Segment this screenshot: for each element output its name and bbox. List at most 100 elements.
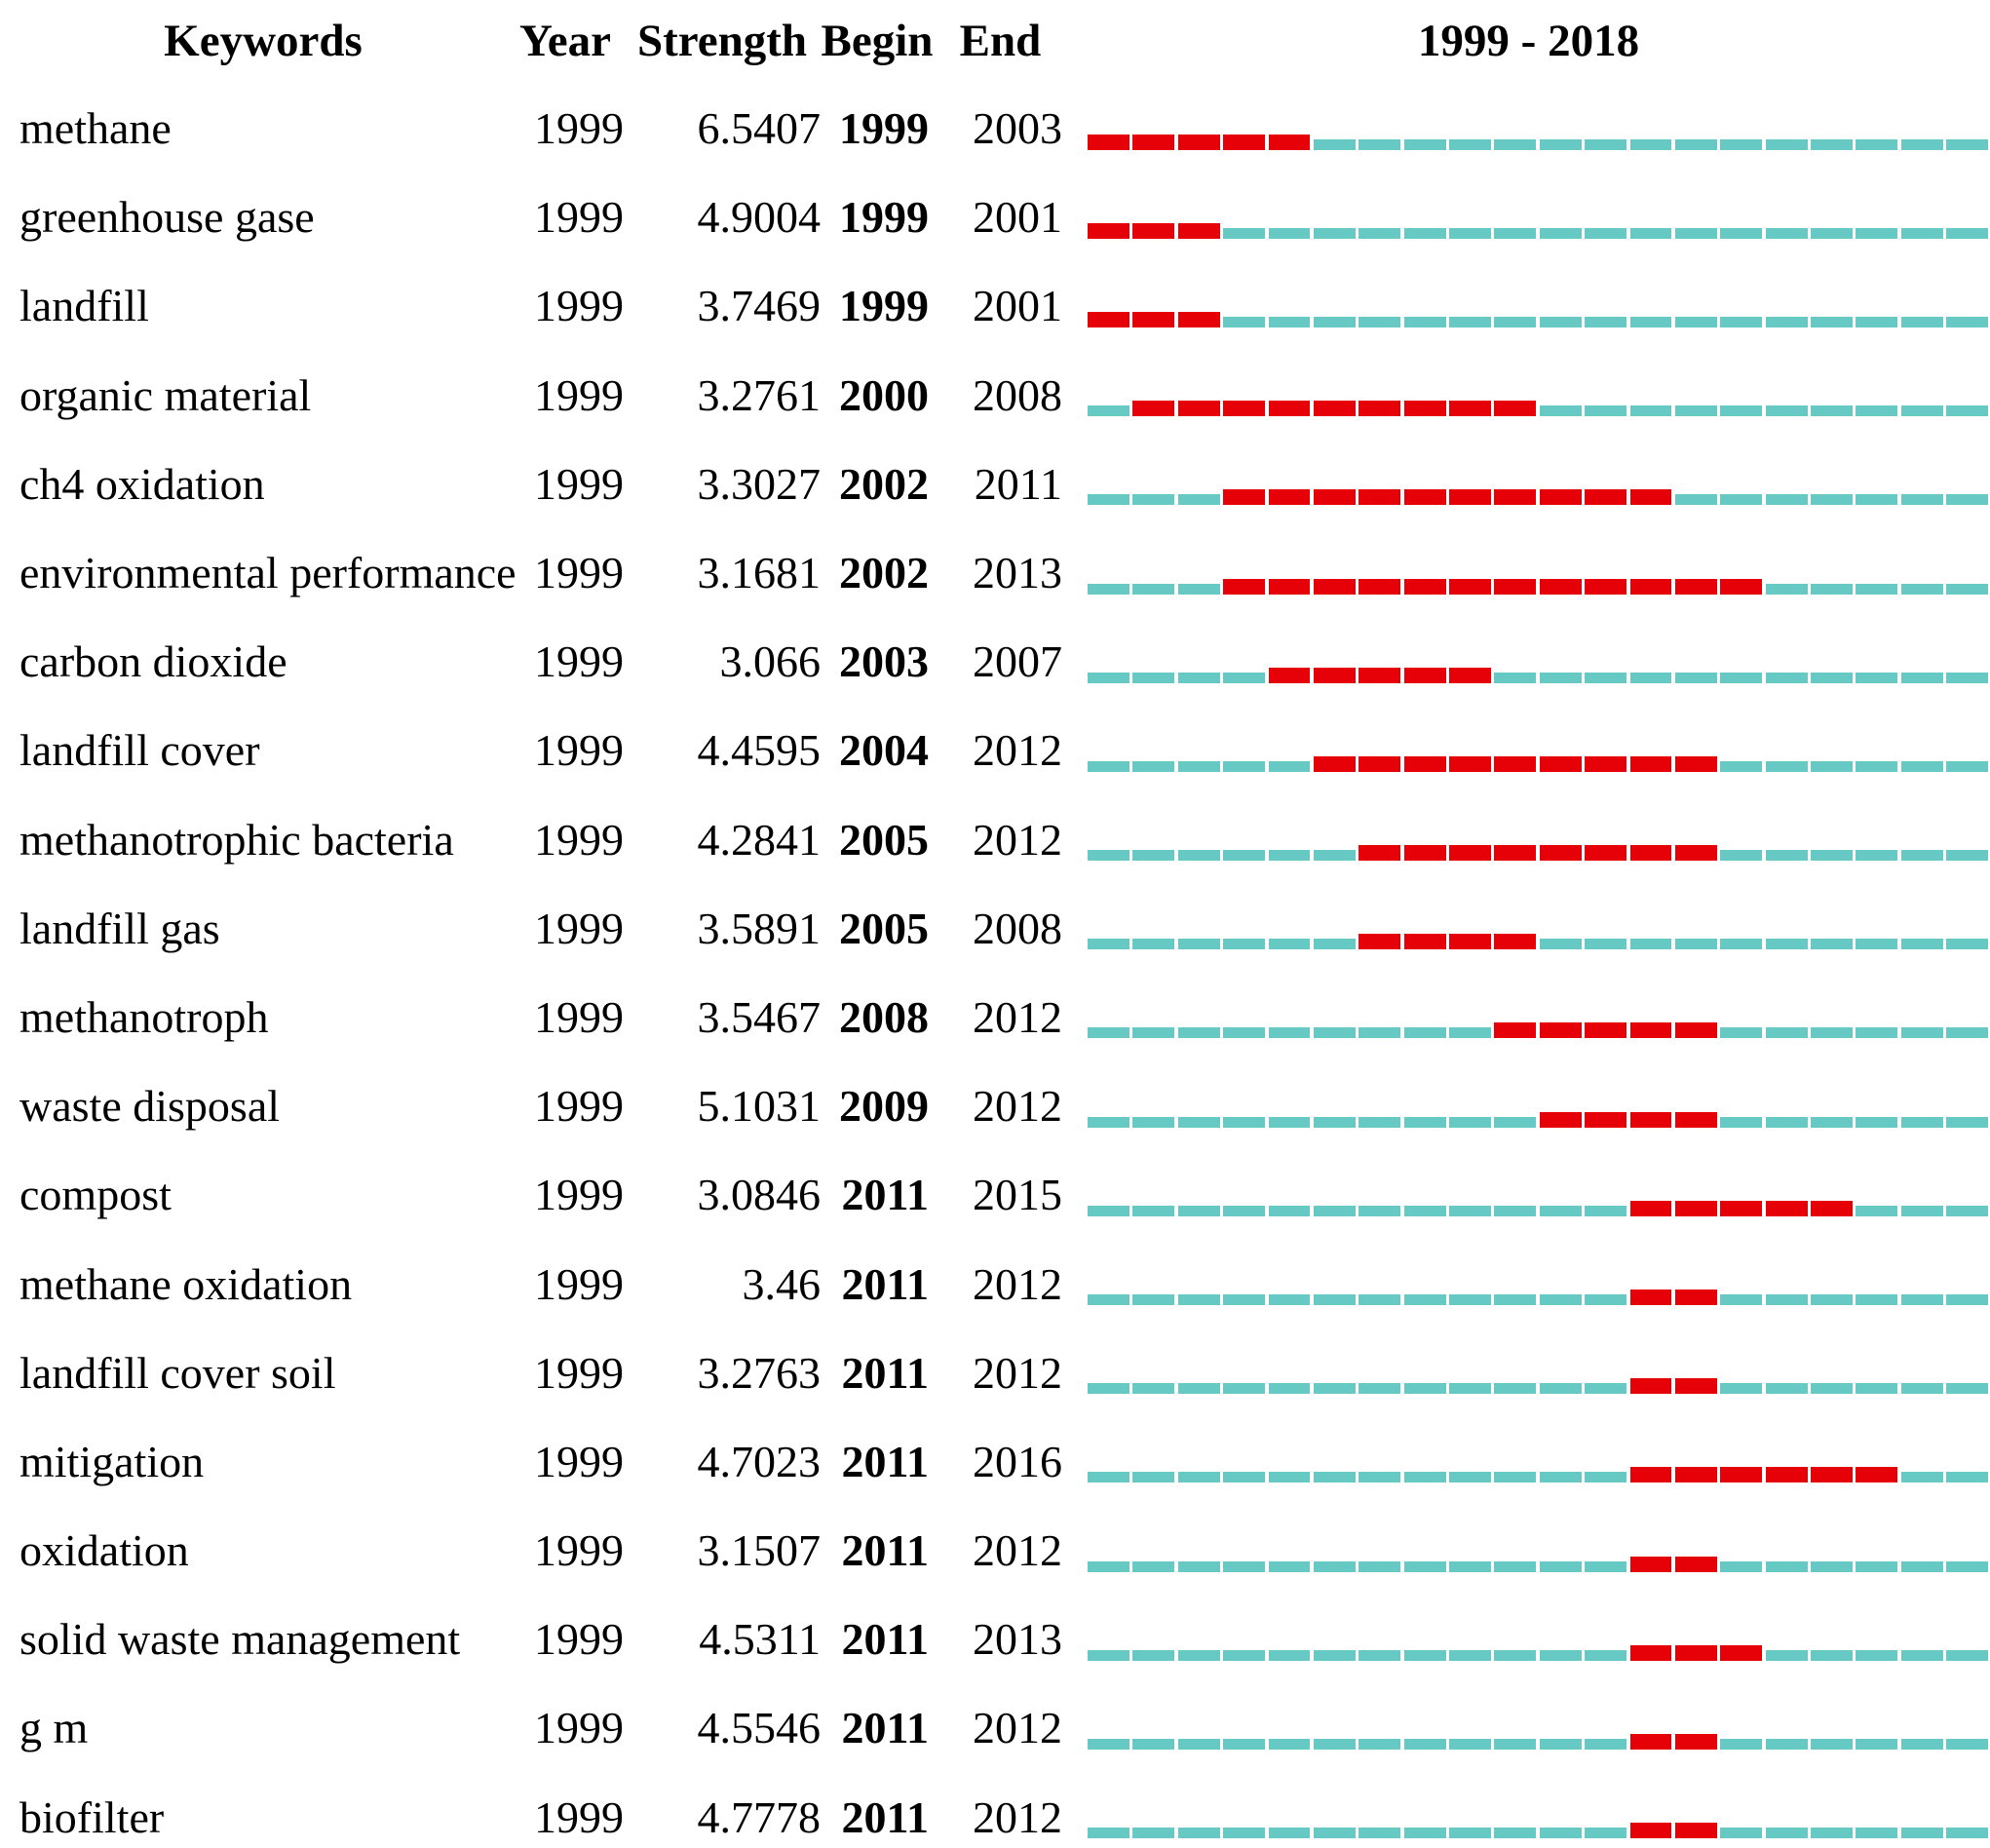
timeline-segment-2007 [1449, 1560, 1491, 1572]
timeline-segment-2010 [1585, 1205, 1627, 1216]
burst-segment-2015 [1811, 1467, 1853, 1483]
burst-segment-2009 [1539, 489, 1582, 506]
end-value: 2012 [973, 1703, 1062, 1753]
timeline-segment-1999 [1088, 1205, 1129, 1216]
timeline-segment-2002 [1223, 1828, 1266, 1839]
timeline-segment-2018 [1946, 1027, 1989, 1039]
timeline-segment-2018 [1946, 760, 1989, 772]
end-value: 2013 [973, 548, 1062, 598]
timeline-segment-2013 [1720, 760, 1763, 772]
year-value: 1999 [534, 903, 624, 953]
year-value: 1999 [534, 725, 624, 776]
timeline-track [1088, 1733, 1989, 1750]
timeline-track [1088, 1111, 1989, 1128]
timeline-segment-2014 [1765, 760, 1808, 772]
timeline-segment-1999 [1088, 494, 1129, 506]
timeline-segment-2018 [1946, 316, 1989, 327]
table-row: organic material 1999 3.2761 2000 2008 [0, 365, 1990, 453]
timeline-segment-2003 [1268, 760, 1311, 772]
year-value: 1999 [534, 1081, 624, 1132]
burst-segment-2005 [1359, 667, 1401, 683]
burst-segment-2007 [1449, 845, 1491, 862]
timeline-segment-2014 [1765, 1649, 1808, 1661]
burst-segment-2007 [1449, 401, 1491, 417]
timeline-segment-2018 [1946, 138, 1989, 150]
timeline-segment-2014 [1765, 494, 1808, 506]
timeline-segment-2018 [1946, 494, 1989, 506]
timeline-segment-2009 [1539, 1205, 1582, 1216]
timeline-segment-2015 [1811, 405, 1853, 417]
timeline-segment-2011 [1629, 227, 1672, 239]
timeline-segment-2000 [1132, 1738, 1175, 1750]
timeline-segment-2008 [1494, 672, 1537, 683]
burst-segment-2006 [1403, 401, 1446, 417]
strength-value: 3.7469 [697, 281, 822, 331]
end-value: 2013 [973, 1614, 1062, 1665]
timeline-segment-2009 [1539, 672, 1582, 683]
timeline-track [1088, 489, 1989, 506]
timeline-segment-2015 [1811, 1560, 1853, 1572]
timeline-segment-2016 [1856, 939, 1898, 950]
timeline-segment-2009 [1539, 1560, 1582, 1572]
timeline-track [1088, 667, 1989, 683]
burst-segment-2011 [1629, 1823, 1672, 1839]
timeline-segment-2013 [1720, 316, 1763, 327]
header-timeline-range: 1999 - 2018 [1417, 16, 1640, 66]
timeline-segment-2001 [1177, 494, 1220, 506]
timeline-segment-2004 [1313, 316, 1356, 327]
strength-value: 4.5311 [699, 1614, 821, 1665]
burst-segment-2005 [1359, 489, 1401, 506]
table-row: greenhouse gase 1999 4.9004 1999 2001 [0, 186, 1990, 275]
year-value: 1999 [534, 103, 624, 154]
timeline-segment-2001 [1177, 939, 1220, 950]
burst-segment-2011 [1629, 1290, 1672, 1306]
burst-segment-2008 [1494, 578, 1537, 595]
timeline-segment-2006 [1403, 1205, 1446, 1216]
timeline-segment-2006 [1403, 227, 1446, 239]
timeline-segment-2007 [1449, 1828, 1491, 1839]
table-row: compost 1999 3.0846 2011 2015 [0, 1164, 1990, 1252]
year-value: 1999 [534, 1258, 624, 1309]
burst-segment-1999 [1088, 311, 1129, 327]
timeline-segment-2002 [1223, 939, 1266, 950]
timeline-segment-2004 [1313, 1649, 1356, 1661]
end-value: 2001 [973, 192, 1062, 243]
table-row: landfill gas 1999 3.5891 2005 2008 [0, 898, 1990, 986]
header-keywords: Keywords [164, 16, 363, 66]
strength-value: 3.1681 [697, 548, 822, 598]
timeline-segment-2015 [1811, 939, 1853, 950]
burst-segment-2005 [1359, 401, 1401, 417]
strength-value: 3.1507 [697, 1525, 822, 1576]
timeline-segment-2015 [1811, 138, 1853, 150]
strength-value: 4.4595 [697, 725, 822, 776]
strength-value: 3.2761 [697, 369, 822, 420]
burst-segment-2006 [1403, 845, 1446, 862]
timeline-segment-1999 [1088, 1472, 1129, 1483]
timeline-segment-2003 [1268, 1828, 1311, 1839]
timeline-segment-2014 [1765, 939, 1808, 950]
timeline-segment-2011 [1629, 672, 1672, 683]
timeline-segment-2009 [1539, 939, 1582, 950]
table-row: mitigation 1999 4.7023 2011 2016 [0, 1431, 1990, 1520]
burst-segment-2008 [1494, 755, 1537, 772]
timeline-segment-2015 [1811, 583, 1853, 595]
strength-value: 3.066 [719, 636, 822, 687]
keyword-label: waste disposal [19, 1081, 281, 1132]
timeline-segment-2014 [1765, 405, 1808, 417]
timeline-segment-2002 [1223, 1649, 1266, 1661]
timeline-segment-2012 [1674, 316, 1717, 327]
timeline-segment-2004 [1313, 1560, 1356, 1572]
timeline-segment-2015 [1811, 227, 1853, 239]
timeline-segment-2004 [1313, 1027, 1356, 1039]
timeline-segment-2015 [1811, 1294, 1853, 1306]
begin-value: 2008 [839, 991, 929, 1042]
burst-segment-2003 [1268, 401, 1311, 417]
timeline-segment-2008 [1494, 1560, 1537, 1572]
year-value: 1999 [534, 1170, 624, 1220]
timeline-segment-2015 [1811, 1027, 1853, 1039]
timeline-segment-2005 [1359, 1828, 1401, 1839]
timeline-segment-2008 [1494, 1383, 1537, 1395]
timeline-segment-2002 [1223, 1383, 1266, 1395]
timeline-track [1088, 578, 1989, 595]
timeline-segment-2012 [1674, 227, 1717, 239]
